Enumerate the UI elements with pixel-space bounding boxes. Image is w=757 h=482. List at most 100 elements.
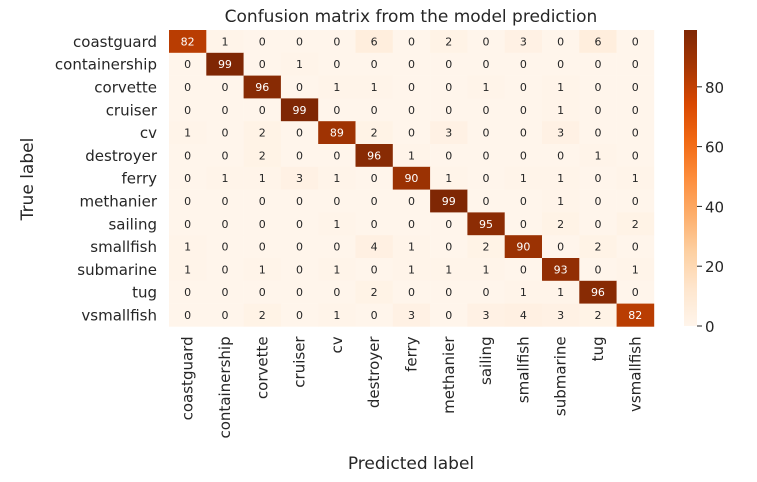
heatmap-cell xyxy=(504,75,543,99)
y-tick-label: ferry xyxy=(122,170,158,188)
cell-value-label: 0 xyxy=(520,81,527,94)
heatmap-cell xyxy=(355,30,394,54)
y-tick-label: tug xyxy=(132,284,157,302)
x-tick-label: submarine xyxy=(552,336,570,416)
cell-value-label: 0 xyxy=(520,58,527,71)
cell-value-label: 1 xyxy=(259,263,266,276)
x-tick-label: vsmallfish xyxy=(626,336,644,412)
heatmap-cell xyxy=(355,189,394,213)
heatmap-cell xyxy=(243,75,282,99)
heatmap-cells: 82 1 0 0 0 6 0 2 0 3 0 6 0 0 99 0 1 0 0 0 0 0 0 0 0 0 0 0 96 0 1 1 0 0 1 0 1… xyxy=(169,30,655,327)
heatmap-cell xyxy=(355,75,394,99)
heatmap-cell xyxy=(243,121,282,145)
cell-value-label: 0 xyxy=(333,104,340,117)
heatmap-cell xyxy=(616,303,655,327)
heatmap-cell xyxy=(467,30,505,54)
heatmap-cell xyxy=(392,98,431,122)
cell-value-label: 0 xyxy=(483,104,490,117)
cell-value-label: 0 xyxy=(520,218,527,231)
heatmap-cell xyxy=(579,98,617,122)
heatmap-cell xyxy=(467,303,505,327)
cell-value-label: 1 xyxy=(184,241,191,254)
cell-value-label: 93 xyxy=(554,263,568,276)
heatmap-cell xyxy=(542,75,580,99)
heatmap-cell xyxy=(206,52,244,76)
cell-value-label: 1 xyxy=(445,172,452,185)
cell-value-label: 2 xyxy=(259,127,266,140)
y-tick-label: destroyer xyxy=(85,147,158,165)
cell-value-label: 2 xyxy=(483,241,490,254)
cell-value-label: 0 xyxy=(371,263,378,276)
cell-value-label: 0 xyxy=(408,218,415,231)
cell-value-label: 0 xyxy=(296,263,303,276)
heatmap-cell xyxy=(243,303,282,327)
heatmap-cell xyxy=(318,98,356,122)
heatmap-cell xyxy=(318,30,356,54)
heatmap-cell xyxy=(169,30,207,54)
cell-value-label: 3 xyxy=(557,309,564,322)
cell-value-label: 0 xyxy=(632,58,639,71)
cell-value-label: 0 xyxy=(408,104,415,117)
y-tick-label: cruiser xyxy=(106,101,158,119)
heatmap-cell xyxy=(616,144,655,168)
cell-value-label: 0 xyxy=(520,149,527,162)
cell-value-label: 96 xyxy=(367,149,381,162)
cell-value-label: 2 xyxy=(371,127,378,140)
heatmap-cell xyxy=(318,166,356,190)
y-tick-labels: coastguard containership corvette cruiser cv… xyxy=(55,33,158,325)
heatmap-cell xyxy=(392,303,431,327)
cell-value-label: 2 xyxy=(259,309,266,322)
heatmap-cell xyxy=(504,212,543,236)
heatmap-cell xyxy=(243,52,282,76)
heatmap-cell xyxy=(206,166,244,190)
heatmap-cell xyxy=(542,30,580,54)
heatmap-cell xyxy=(318,303,356,327)
heatmap-cell xyxy=(169,75,207,99)
cell-value-label: 0 xyxy=(445,58,452,71)
cell-value-label: 1 xyxy=(333,218,340,231)
cell-value-label: 1 xyxy=(371,81,378,94)
heatmap-cell xyxy=(355,235,394,259)
cell-value-label: 0 xyxy=(445,149,452,162)
cell-value-label: 0 xyxy=(184,309,191,322)
cell-value-label: 0 xyxy=(632,286,639,299)
heatmap-cell xyxy=(616,258,655,282)
heatmap-cell xyxy=(169,235,207,259)
heatmap-cell xyxy=(318,235,356,259)
cell-value-label: 0 xyxy=(520,195,527,208)
cell-value-label: 1 xyxy=(483,81,490,94)
heatmap-cell xyxy=(392,30,431,54)
cell-value-label: 0 xyxy=(259,104,266,117)
cell-value-label: 4 xyxy=(371,241,378,254)
heatmap-cell xyxy=(280,189,319,213)
cell-value-label: 0 xyxy=(408,286,415,299)
heatmap-cell xyxy=(243,212,282,236)
heatmap-cell xyxy=(243,98,282,122)
cell-value-label: 3 xyxy=(557,127,564,140)
y-tick-label: corvette xyxy=(94,79,157,97)
heatmap-cell xyxy=(355,280,394,304)
heatmap-cell xyxy=(579,144,617,168)
y-axis-label: True label xyxy=(18,138,38,222)
heatmap-cell xyxy=(579,121,617,145)
heatmap-cell xyxy=(467,189,505,213)
cell-value-label: 0 xyxy=(259,218,266,231)
y-tick-label: sailing xyxy=(108,215,157,233)
heatmap-cell xyxy=(243,144,282,168)
heatmap-cell xyxy=(579,30,617,54)
heatmap-cell xyxy=(280,280,319,304)
cell-value-label: 82 xyxy=(628,309,642,322)
heatmap-cell xyxy=(430,144,468,168)
cell-value-label: 0 xyxy=(557,35,564,48)
cell-value-label: 0 xyxy=(483,35,490,48)
cell-value-label: 1 xyxy=(259,172,266,185)
heatmap-cell xyxy=(206,212,244,236)
heatmap-cell xyxy=(430,121,468,145)
heatmap-cell xyxy=(206,189,244,213)
cell-value-label: 0 xyxy=(221,241,228,254)
heatmap-cell xyxy=(616,52,655,76)
heatmap-cell xyxy=(579,75,617,99)
cell-value-label: 0 xyxy=(594,81,601,94)
cell-value-label: 0 xyxy=(184,218,191,231)
cell-value-label: 0 xyxy=(445,104,452,117)
